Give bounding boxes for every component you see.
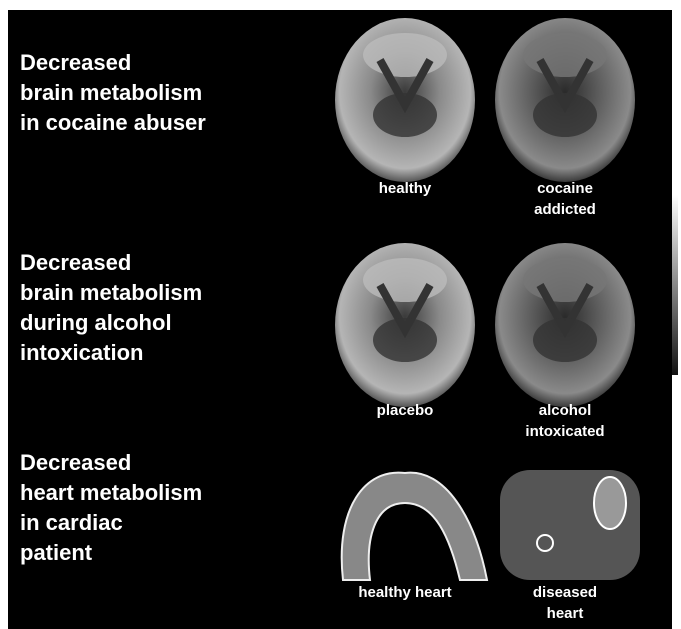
color-scale bbox=[672, 195, 678, 375]
row-heading: Decreased bbox=[20, 250, 131, 275]
image-caption: intoxicated bbox=[525, 423, 604, 440]
row-heading: in cardiac bbox=[20, 510, 123, 535]
brain-region bbox=[533, 318, 597, 362]
row-heading: intoxication bbox=[20, 340, 143, 365]
brain-region bbox=[533, 93, 597, 137]
image-caption: cocaine bbox=[537, 180, 593, 197]
row-heading: Decreased bbox=[20, 50, 131, 75]
row-heading: in cocaine abuser bbox=[20, 110, 206, 135]
brain-region bbox=[373, 93, 437, 137]
brain-region bbox=[363, 33, 447, 77]
row-heading: heart metabolism bbox=[20, 480, 202, 505]
image-caption: healthy heart bbox=[358, 584, 451, 601]
image-caption: diseased bbox=[533, 584, 597, 601]
brain-region bbox=[363, 258, 447, 302]
brain-region bbox=[373, 318, 437, 362]
brain-region bbox=[523, 33, 607, 77]
image-caption: addicted bbox=[534, 201, 596, 218]
content: Decreased brain metabolism in cocaine abus… bbox=[20, 18, 640, 622]
row-heading: brain metabolism bbox=[20, 80, 202, 105]
image-caption: healthy bbox=[379, 180, 432, 197]
brain-region bbox=[523, 258, 607, 302]
heart-scan bbox=[340, 471, 489, 581]
row-heading: Decreased bbox=[20, 450, 131, 475]
heart-region bbox=[593, 476, 627, 530]
image-caption: alcohol bbox=[539, 402, 592, 419]
image-caption: placebo bbox=[377, 402, 434, 419]
row-heading: patient bbox=[20, 540, 93, 565]
row-heading: during alcohol bbox=[20, 310, 172, 335]
image-caption: heart bbox=[547, 605, 584, 622]
row-heading: brain metabolism bbox=[20, 280, 202, 305]
heart-region bbox=[536, 534, 554, 552]
